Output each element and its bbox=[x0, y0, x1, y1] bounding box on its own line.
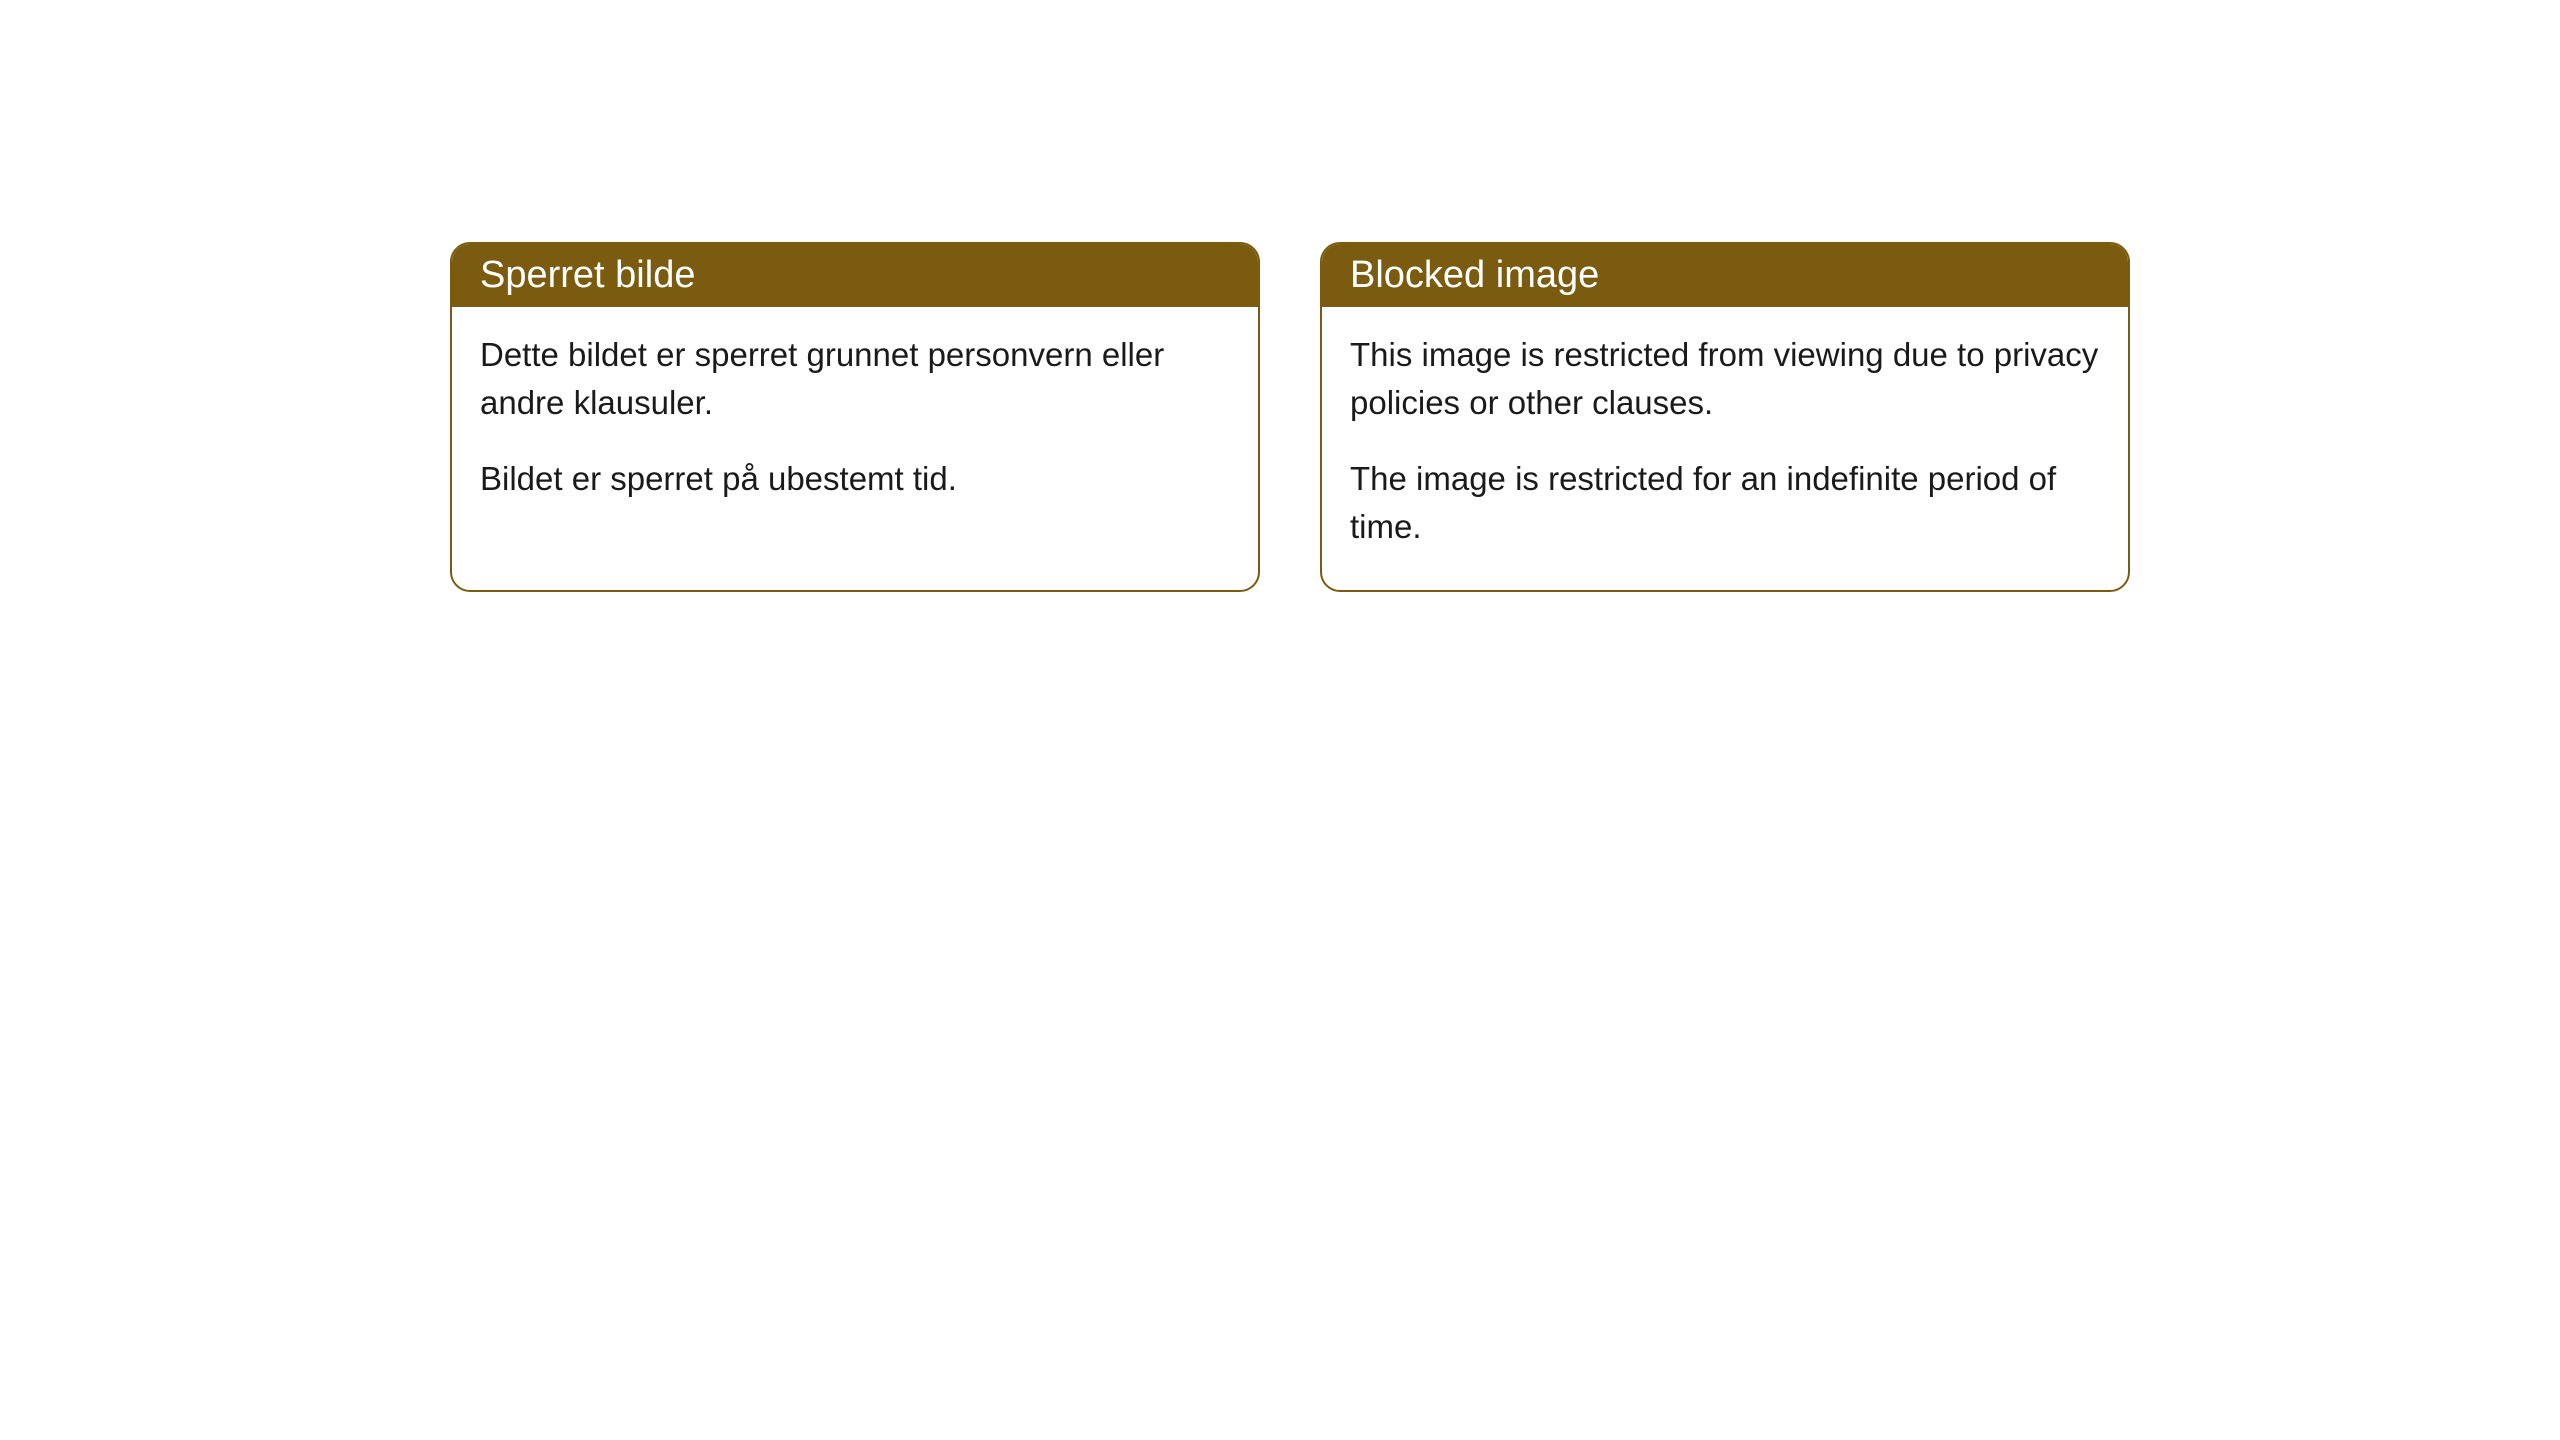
card-body-norwegian: Dette bildet er sperret grunnet personve… bbox=[452, 307, 1258, 543]
notice-paragraph: Bildet er sperret på ubestemt tid. bbox=[480, 455, 1230, 503]
card-header-english: Blocked image bbox=[1322, 244, 2128, 307]
notice-paragraph: The image is restricted for an indefinit… bbox=[1350, 455, 2100, 551]
notice-cards-container: Sperret bilde Dette bildet er sperret gr… bbox=[450, 242, 2560, 592]
notice-paragraph: Dette bildet er sperret grunnet personve… bbox=[480, 331, 1230, 427]
notice-paragraph: This image is restricted from viewing du… bbox=[1350, 331, 2100, 427]
notice-card-norwegian: Sperret bilde Dette bildet er sperret gr… bbox=[450, 242, 1260, 592]
notice-card-english: Blocked image This image is restricted f… bbox=[1320, 242, 2130, 592]
card-header-norwegian: Sperret bilde bbox=[452, 244, 1258, 307]
card-body-english: This image is restricted from viewing du… bbox=[1322, 307, 2128, 590]
